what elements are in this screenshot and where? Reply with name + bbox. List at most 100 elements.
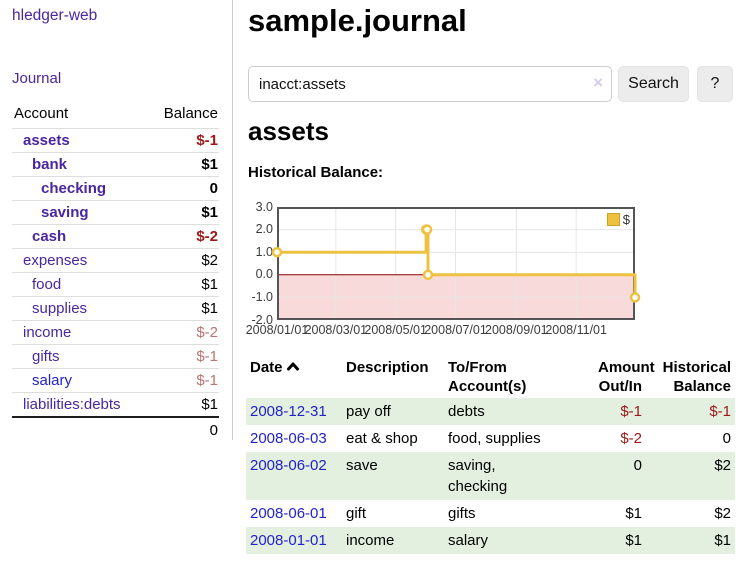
balance-chart: $ (271, 207, 641, 320)
register-header-row: Date Description To/From Account(s) Amou… (246, 356, 735, 398)
search-button[interactable]: Search (618, 66, 689, 102)
transaction-balance: 0 (722, 430, 731, 447)
accounts-header-row: Account Balance (12, 102, 219, 129)
transaction-date-link[interactable]: 2008-12-31 (250, 403, 327, 420)
transaction-description: pay off (346, 403, 391, 420)
main-content: sample.journal × Search ? assets Histori… (246, 0, 742, 582)
transaction-row[interactable]: 2008-06-03 eat & shop food, supplies $-2… (246, 425, 735, 452)
transaction-date-link[interactable]: 2008-06-03 (250, 430, 327, 447)
account-row: saving $1 (12, 200, 219, 225)
account-link[interactable]: assets (23, 132, 70, 149)
account-row: assets $-1 (12, 128, 219, 153)
account-balance: $-1 (196, 132, 218, 149)
legend-label: $ (622, 212, 630, 227)
account-link[interactable]: checking (41, 180, 107, 197)
transaction-accounts: food, supplies (448, 430, 541, 447)
account-balance: $2 (201, 252, 218, 269)
chart-point[interactable] (422, 269, 434, 281)
account-balance: $1 (201, 204, 218, 221)
transaction-accounts: saving, checking (448, 457, 508, 495)
register-table: Date Description To/From Account(s) Amou… (246, 356, 735, 554)
x-axis-tick-label: 2008/01/01 (245, 323, 309, 337)
account-link[interactable]: income (23, 324, 72, 341)
app-title-link[interactable]: hledger-web (12, 7, 98, 24)
transaction-description: save (346, 457, 378, 474)
chart-point[interactable] (271, 246, 283, 258)
x-axis-tick-label: 2008/11/01 (545, 323, 607, 337)
account-balance: $-1 (196, 348, 218, 365)
transaction-balance: $2 (714, 505, 731, 522)
account-page-title: assets (248, 116, 329, 146)
sidebar-item-journal[interactable]: Journal (12, 70, 62, 87)
transaction-amount: $1 (625, 532, 642, 549)
register-header-amount: Amount Out/In (598, 359, 655, 395)
account-balance: $-2 (196, 324, 218, 341)
register-header-date[interactable]: Date (246, 356, 342, 398)
transaction-amount: $1 (625, 505, 642, 522)
account-row: checking 0 (12, 176, 219, 201)
x-axis-tick-label: 2008/03/01 (304, 323, 368, 337)
chart-legend: $ (606, 212, 630, 227)
account-row: salary $-1 (12, 368, 219, 393)
transaction-balance: $-1 (709, 403, 731, 420)
chart-point[interactable] (629, 292, 641, 303)
page-title: sample.journal (248, 3, 467, 38)
legend-swatch-icon (606, 213, 620, 226)
transaction-row[interactable]: 2008-06-01 gift gifts $1 $2 (246, 500, 735, 527)
y-axis-tick-label: 1.0 (255, 244, 273, 259)
register-header-description: Description (346, 359, 429, 376)
transaction-row[interactable]: 2008-12-31 pay off debts $-1 $-1 (246, 398, 735, 425)
account-link[interactable]: gifts (32, 348, 60, 365)
register-header-accounts: To/From Account(s) (448, 359, 527, 395)
transaction-amount: $-1 (620, 403, 642, 420)
chevron-up-icon (286, 362, 299, 371)
accounts-total-value: 0 (147, 416, 219, 442)
transaction-row[interactable]: 2008-06-02 save saving, checking 0 $2 (246, 452, 735, 500)
account-balance: $1 (201, 156, 218, 173)
transaction-date-link[interactable]: 2008-01-01 (250, 532, 327, 549)
account-link[interactable]: supplies (32, 300, 88, 317)
x-axis-tick-label: 2008/07/01 (424, 323, 487, 337)
account-link[interactable]: salary (32, 372, 73, 389)
account-row: income $-2 (12, 320, 219, 345)
transaction-amount: 0 (633, 457, 642, 474)
chart-point[interactable] (421, 224, 433, 235)
y-axis-tick-label: -2.0 (251, 312, 273, 327)
y-axis-tick-label: -1.0 (251, 289, 273, 304)
account-row: cash $-2 (12, 224, 219, 249)
transaction-balance: $2 (714, 457, 731, 474)
chart-border (277, 207, 635, 320)
x-axis-tick-label: 2008/05/01 (364, 323, 427, 337)
transaction-description: income (346, 532, 395, 549)
transaction-date-link[interactable]: 2008-06-02 (250, 457, 327, 474)
account-balance: $-1 (196, 372, 218, 389)
transaction-balance: $1 (714, 532, 731, 549)
account-link[interactable]: liabilities:debts (23, 396, 121, 413)
transaction-amount: $-2 (620, 430, 642, 447)
transaction-accounts: gifts (448, 505, 476, 522)
account-row: food $1 (12, 272, 219, 297)
account-row: expenses $2 (12, 248, 219, 273)
account-row: bank $1 (12, 152, 219, 177)
register-header-balance: Historical Balance (662, 359, 731, 395)
accounts-header-account: Account (14, 105, 69, 122)
account-link[interactable]: cash (32, 228, 67, 245)
accounts-header-balance: Balance (163, 105, 218, 122)
account-link[interactable]: expenses (23, 252, 88, 269)
search-input[interactable] (248, 66, 612, 102)
account-balance: $-2 (196, 228, 218, 245)
account-link[interactable]: saving (41, 204, 89, 221)
account-row: liabilities:debts $1 (12, 392, 219, 417)
account-balance: $1 (201, 276, 218, 293)
clear-search-icon[interactable]: × (593, 73, 603, 92)
account-link[interactable]: food (32, 276, 62, 293)
transaction-date-link[interactable]: 2008-06-01 (250, 505, 327, 522)
transaction-row[interactable]: 2008-01-01 income salary $1 $1 (246, 527, 735, 554)
y-axis-tick-label: 3.0 (255, 199, 273, 214)
account-link[interactable]: bank (32, 156, 68, 173)
transaction-accounts: debts (448, 403, 485, 420)
account-balance: 0 (209, 180, 218, 197)
account-balance: $1 (201, 396, 218, 413)
help-button[interactable]: ? (697, 66, 733, 102)
y-axis-tick-label: 2.0 (255, 222, 273, 237)
